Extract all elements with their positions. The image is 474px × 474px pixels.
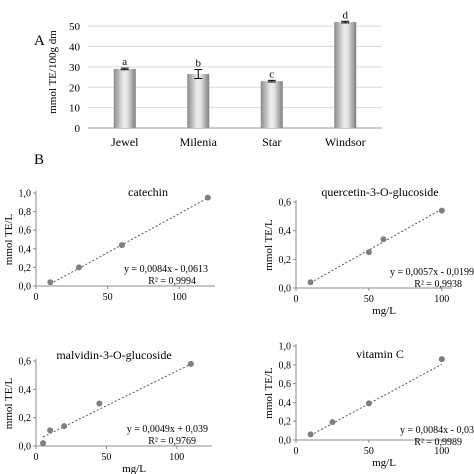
y-tick-label: 0,0 <box>279 284 292 295</box>
y-tick-label: 0,2 <box>279 417 292 428</box>
data-point <box>329 419 336 426</box>
x-tick-label: 100 <box>434 294 449 305</box>
bar <box>187 74 210 128</box>
x-axis-label: mg/L <box>372 305 396 317</box>
scatter-chart-catechin: 0,0 0,2 0,4 0,6 0,8 1,0 0 50 100 mmol TE/L catechi… <box>3 185 215 303</box>
y-axis-label: mmol TE/L <box>263 219 275 271</box>
r-squared: R² = 0,9769 <box>148 436 196 447</box>
trendline <box>50 197 209 285</box>
y-tick-label: 40 <box>69 42 81 54</box>
panel-label-b: B <box>34 152 44 168</box>
bar <box>260 81 283 128</box>
significance-letter: a <box>122 56 127 68</box>
data-point <box>75 264 82 271</box>
x-tick-label: 100 <box>169 452 184 463</box>
data-point <box>47 279 54 286</box>
x-tick-label: 100 <box>172 292 187 303</box>
x-tick-label: 0 <box>34 452 39 463</box>
y-tick-label: 0 <box>75 123 81 135</box>
y-tick-label: 0,4 <box>279 226 292 237</box>
data-point <box>438 356 445 363</box>
y-tick-label: 0,6 <box>279 198 292 209</box>
data-point <box>40 440 47 447</box>
r-squared: R² = 0,9989 <box>414 437 462 448</box>
data-point <box>96 400 103 407</box>
y-tick-label: 0,4 <box>279 398 292 409</box>
y-tick-label: 0,4 <box>19 385 32 396</box>
y-tick-label: 0,2 <box>279 255 292 266</box>
bar-chart: 0 10 20 30 40 50 mmol TE/100g dm a Jewel b Milenia… <box>47 9 382 149</box>
trend-equation: y = 0,0084x - 0,03 <box>400 425 474 436</box>
chart-title-malvidin: malvidin-3-O-glucoside <box>56 348 171 362</box>
y-tick-label: 30 <box>69 62 81 74</box>
data-point <box>365 249 372 256</box>
y-axis-label: mmol TE/L <box>3 214 15 266</box>
significance-letter: d <box>343 9 349 21</box>
y-tick-label: 0,8 <box>279 360 292 371</box>
data-point <box>118 242 125 249</box>
x-tick-label: Milenia <box>180 135 218 149</box>
significance-letter: c <box>269 68 274 80</box>
y-tick-label: 10 <box>69 103 81 115</box>
x-tick-label: 0 <box>294 446 299 457</box>
y-tick-label: 50 <box>69 21 81 33</box>
data-point <box>61 423 68 430</box>
data-point <box>187 360 194 367</box>
r-squared: R² = 0,9994 <box>148 276 196 287</box>
y-axis-label: mmol TE/100g dm <box>47 30 59 114</box>
x-tick-label: 50 <box>364 446 374 457</box>
x-tick-label: Star <box>262 135 281 149</box>
y-tick-label: 0,2 <box>19 413 32 424</box>
scatter-chart-malvidin: 0,0 0,2 0,4 0,6 0 50 100 mg/L mmol TE/L malvidin-… <box>3 348 212 474</box>
bar <box>334 22 357 128</box>
x-tick-label: Windsor <box>325 135 366 149</box>
x-tick-label: 50 <box>101 452 111 463</box>
data-point <box>438 207 445 214</box>
y-tick-label: 0,0 <box>19 282 32 293</box>
y-tick-label: 0,6 <box>279 379 292 390</box>
trendline <box>310 208 443 284</box>
y-tick-label: 20 <box>69 82 81 94</box>
y-tick-label: 0,4 <box>19 244 32 255</box>
x-tick-label: 0 <box>34 292 39 303</box>
y-tick-label: 1,0 <box>19 189 32 200</box>
significance-letter: b <box>196 58 202 70</box>
y-axis-label: mmol TE/L <box>3 378 15 430</box>
x-tick-label: 0 <box>294 294 299 305</box>
chart-title-vitamin-c: vitamin C <box>356 347 404 361</box>
trend-equation: y = 0,0057x - 0,0199 <box>390 267 474 278</box>
trendline <box>42 363 192 438</box>
scatter-chart-quercetin: 0,0 0,2 0,4 0,6 0 50 100 mg/L mmol TE/L quercetin… <box>263 185 474 317</box>
data-point <box>307 431 314 438</box>
y-tick-label: 0,2 <box>19 263 32 274</box>
x-tick-label: 50 <box>364 294 374 305</box>
chart-title-catechin: catechin <box>128 185 168 199</box>
bar <box>113 68 136 128</box>
x-tick-label: 100 <box>434 446 449 457</box>
y-tick-label: 0,0 <box>279 436 292 447</box>
data-point <box>307 279 314 286</box>
scatter-chart-vitamin-c: 0,0 0,2 0,4 0,6 0,8 1,0 0 50 100 mg/L mmol TE/L vit… <box>263 342 474 470</box>
y-tick-label: 0,0 <box>19 442 32 453</box>
x-axis-label: mg/L <box>122 463 146 474</box>
data-point <box>380 236 387 243</box>
r-squared: R² = 0,9938 <box>414 279 462 290</box>
x-tick-label: Jewel <box>111 135 139 149</box>
y-axis-label: mmol TE/L <box>263 367 275 419</box>
trend-equation: y = 0,0084x - 0,0613 <box>124 264 208 275</box>
x-axis-label: mg/L <box>372 457 396 469</box>
data-point <box>47 427 54 434</box>
panel-label-a: A <box>34 33 45 49</box>
data-point <box>365 400 372 407</box>
y-tick-label: 0,6 <box>19 226 32 237</box>
y-tick-label: 1,0 <box>279 342 292 353</box>
y-tick-label: 0,6 <box>19 357 32 368</box>
y-tick-label: 0,8 <box>19 207 32 218</box>
trend-equation: y = 0,0049x + 0,039 <box>127 424 208 435</box>
chart-title-quercetin: quercetin-3-O-glucoside <box>321 185 438 199</box>
x-tick-label: 50 <box>103 292 113 303</box>
data-point <box>204 194 211 201</box>
